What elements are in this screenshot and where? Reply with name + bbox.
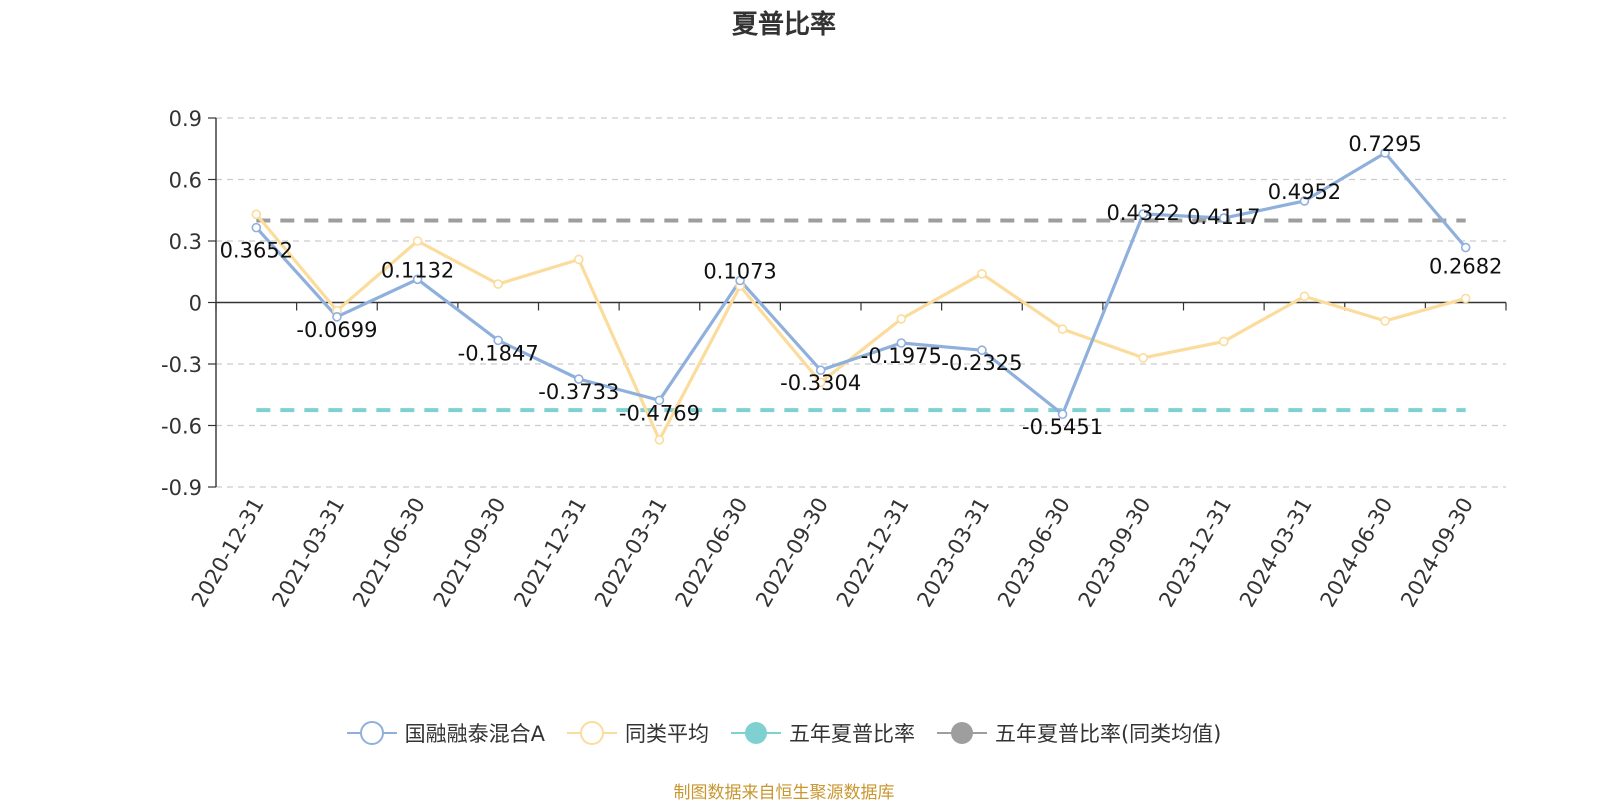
fund-data-label: 0.4952 xyxy=(1268,180,1341,204)
y-tick-label: -0.3 xyxy=(161,353,202,377)
fund-data-point xyxy=(574,374,584,384)
fund-data-point xyxy=(1057,409,1068,420)
fund-data-label: 0.2682 xyxy=(1429,255,1502,279)
y-tick-label: 0.6 xyxy=(169,169,202,193)
legend-label-peer-average: 同类平均 xyxy=(624,722,709,746)
legend-marker-five-year-sharpe-peer-icon xyxy=(936,722,987,744)
series-points xyxy=(251,148,1471,445)
legend-label-five-year-sharpe-peer: 五年夏普比率(同类均值) xyxy=(994,722,1222,746)
legend-label-fund: 国融融泰混合A xyxy=(404,722,545,746)
legend-marker-fund-icon xyxy=(346,721,397,745)
fund-data-label: 0.3652 xyxy=(220,239,293,263)
legend-marker-peer-average-icon xyxy=(566,721,617,745)
x-tick-label: 2021-09-30 xyxy=(429,494,511,612)
legend-marker-five-year-sharpe-icon xyxy=(730,722,781,744)
fund-data-point xyxy=(1299,196,1310,206)
x-tick-label: 2022-06-30 xyxy=(671,494,753,612)
legend: 国融融泰混合A 同类平均 五年夏普比率 五年夏普比率(同类均值) xyxy=(0,718,1568,748)
fund-data-label: -0.3733 xyxy=(538,380,619,404)
x-tick-label: 2022-12-31 xyxy=(832,494,914,612)
x-tick-label: 2023-06-30 xyxy=(993,494,1075,612)
x-tick-label: 2021-12-31 xyxy=(509,494,591,612)
legend-label-five-year-sharpe: 五年夏普比率 xyxy=(788,722,915,746)
fund-data-point xyxy=(654,395,665,406)
y-tick-label: 0.3 xyxy=(169,230,202,254)
x-tick-label: 2021-03-31 xyxy=(267,494,349,612)
peer-average-data-point xyxy=(654,435,665,445)
fund-data-label: -0.5451 xyxy=(1022,415,1103,439)
fund-data-point xyxy=(815,365,826,376)
x-tick-label: 2021-06-30 xyxy=(348,494,430,612)
fund-data-point xyxy=(251,222,262,233)
peer-average-data-point xyxy=(493,279,503,289)
x-tick-label: 2024-06-30 xyxy=(1316,494,1398,612)
legend-item-five-year-sharpe[interactable]: 五年夏普比率 xyxy=(730,718,915,748)
data-labels: 0.3652 -0.0699 0.1132 -0.1847 -0.3733-0.4769… xyxy=(220,132,1503,439)
fund-data-label: -0.2325 xyxy=(941,351,1022,375)
legend-item-peer-average[interactable]: 同类平均 xyxy=(566,718,709,748)
fund-data-point xyxy=(412,274,423,285)
y-tick-label: -0.9 xyxy=(161,476,202,500)
peer-average-data-point xyxy=(896,314,907,324)
peer-average-data-point xyxy=(815,377,826,388)
fund-data-label: -0.1975 xyxy=(861,344,942,368)
fund-series-line xyxy=(255,151,1467,416)
fund-data-label: 0.4117 xyxy=(1187,205,1260,229)
peer-average-data-point xyxy=(1299,291,1310,302)
fund-data-point xyxy=(332,312,342,322)
peer-average-data-point xyxy=(1380,316,1390,326)
peer-average-data-point xyxy=(1138,353,1148,363)
x-tick-label: 2022-03-31 xyxy=(590,494,672,612)
fund-data-label: 0.1132 xyxy=(381,258,454,282)
fund-data-point xyxy=(493,335,503,346)
fund-data-label: 0.7295 xyxy=(1348,132,1421,156)
reference-lines xyxy=(256,218,1466,413)
fund-data-point xyxy=(1138,209,1148,219)
y-tick-label: -0.6 xyxy=(161,415,202,439)
fund-data-label: -0.1847 xyxy=(458,341,539,365)
fund-data-label: -0.0699 xyxy=(296,318,377,342)
grid-layer xyxy=(216,117,1506,488)
peer-average-data-point xyxy=(1219,336,1229,347)
chart-title: 夏普比率 xyxy=(731,10,836,40)
source-note: 制图数据来自恒生聚源数据库 xyxy=(673,783,895,803)
fund-data-point xyxy=(896,338,907,348)
x-tick-label: 2023-03-31 xyxy=(912,494,994,612)
peer-average-data-point xyxy=(1460,293,1471,304)
legend-item-five-year-sharpe-peer[interactable]: 五年夏普比率(同类均值) xyxy=(936,718,1222,748)
peer-average-data-point xyxy=(574,254,584,265)
x-tick-label: 2024-09-30 xyxy=(1396,494,1478,612)
legend-item-fund[interactable]: 国融融泰混合A xyxy=(346,718,545,748)
y-tick-label: 0.9 xyxy=(169,107,202,131)
peer-average-data-point xyxy=(1057,324,1068,334)
fund-data-point xyxy=(735,275,745,286)
fund-data-point xyxy=(1460,242,1471,253)
x-tick-label: 2024-03-31 xyxy=(1235,494,1317,612)
x-tick-label: 2023-12-31 xyxy=(1154,494,1236,612)
peer-average-series-line xyxy=(255,213,1467,442)
fund-data-point xyxy=(1380,148,1390,158)
sharpe-ratio-line-chart: 0.9 0.6 0.3 0 -0.3 -0.6 -0.92020-12-312021-03-… xyxy=(161,107,1507,612)
x-tick-label: 2023-09-30 xyxy=(1074,494,1156,612)
peer-average-data-point xyxy=(977,268,987,279)
y-tick-label: 0 xyxy=(189,292,202,316)
x-tick-label: 2020-12-31 xyxy=(187,494,269,612)
x-tick-label: 2022-09-30 xyxy=(751,494,833,612)
fund-data-label: -0.3304 xyxy=(780,371,861,395)
series-lines xyxy=(255,151,1467,442)
peer-average-data-point xyxy=(251,209,262,220)
peer-average-data-point xyxy=(412,236,423,246)
fund-data-label: -0.4769 xyxy=(619,401,700,425)
fund-data-point xyxy=(977,345,987,355)
fund-data-label: 0.1073 xyxy=(703,260,776,284)
fund-data-label: 0.4322 xyxy=(1106,201,1179,225)
fund-data-point xyxy=(1219,213,1229,223)
